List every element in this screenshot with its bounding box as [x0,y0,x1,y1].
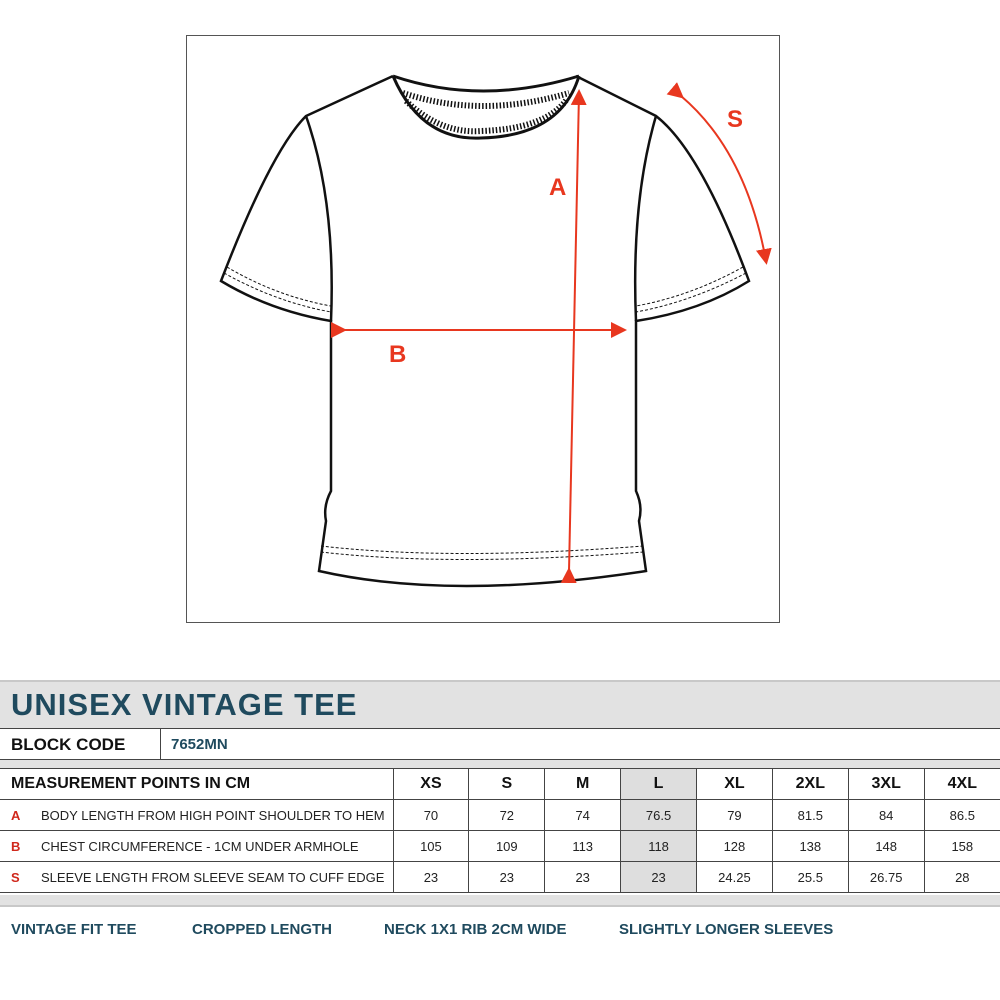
measurement-description: CHEST CIRCUMFERENCE - 1CM UNDER ARMHOLE [41,838,359,854]
measurement-value: 128 [696,830,773,862]
size-header: XL [696,768,773,800]
divider [0,760,1000,768]
table-row: A BODY LENGTH FROM HIGH POINT SHOULDER TO… [0,799,1000,831]
table-row: B CHEST CIRCUMFERENCE - 1CM UNDER ARMHOLE… [0,830,1000,862]
measurement-value: 72 [468,799,546,831]
measurement-label: B CHEST CIRCUMFERENCE - 1CM UNDER ARMHOLE [0,830,394,862]
label-s: S [727,106,744,133]
size-header: L [620,768,697,800]
measurement-value: 158 [923,830,1000,862]
measurement-value: 23 [392,861,470,893]
measurement-value: 76.5 [620,799,697,831]
measurement-value: 25.5 [771,861,849,893]
arrow-s [666,82,772,265]
block-code-label: BLOCK CODE [11,735,126,754]
measurement-label: S SLEEVE LENGTH FROM SLEEVE SEAM TO CUFF … [0,861,394,893]
feature-label: CROPPED LENGTH [192,921,333,938]
measurement-value: 26.75 [847,861,925,893]
size-header: M [544,768,622,800]
measurement-code: B [11,838,21,854]
size-header: 3XL [847,768,925,800]
size-header: S [468,768,546,800]
measurement-value: 138 [771,830,849,862]
measurement-value: 86.5 [923,799,1000,831]
table-header-label: MEASUREMENT POINTS IN CM [0,768,394,800]
size-header: XS [392,768,470,800]
measurement-value: 28 [923,861,1000,893]
measurement-description: SLEEVE LENGTH FROM SLEEVE SEAM TO CUFF E… [41,869,385,885]
measurement-value: 105 [392,830,470,862]
measurement-code: S [11,869,20,885]
divider [0,895,1000,907]
measurement-value: 23 [620,861,697,893]
size-table: MEASUREMENT POINTS IN CM XS S M L XL 2XL… [0,768,1000,893]
measurement-value: 24.25 [696,861,773,893]
size-header: 2XL [771,768,849,800]
divider [160,729,161,759]
measurement-label: A BODY LENGTH FROM HIGH POINT SHOULDER TO… [0,799,394,831]
title-band: UNISEX VINTAGE TEE [0,680,1000,728]
measurement-value: 118 [620,830,697,862]
block-code-value: 7652MN [171,736,228,753]
feature-label: VINTAGE FIT TEE [11,921,137,938]
measurement-value: 84 [847,799,925,831]
size-header: 4XL [923,768,1000,800]
measurement-value: 113 [544,830,622,862]
measurement-value: 23 [544,861,622,893]
measurement-value: 148 [847,830,925,862]
measurement-value: 23 [468,861,546,893]
measurement-code: A [11,807,21,823]
feature-label: SLIGHTLY LONGER SLEEVES [619,921,834,938]
measurement-description: BODY LENGTH FROM HIGH POINT SHOULDER TO … [41,807,385,823]
measurement-value: 109 [468,830,546,862]
label-a: A [549,174,567,201]
measurement-value: 74 [544,799,622,831]
measurement-arrows [331,82,772,584]
table-header-row: MEASUREMENT POINTS IN CM XS S M L XL 2XL… [0,768,1000,800]
product-title: UNISEX VINTAGE TEE [11,687,358,722]
measurement-value: 70 [392,799,470,831]
block-code-row: BLOCK CODE 7652MN [0,728,1000,760]
tshirt-illustration [219,74,772,588]
table-row: S SLEEVE LENGTH FROM SLEEVE SEAM TO CUFF … [0,861,1000,893]
measurement-value: 79 [696,799,773,831]
measurement-value: 81.5 [771,799,849,831]
tshirt-diagram: A B S [186,35,780,623]
label-b: B [389,341,407,368]
feature-label: NECK 1X1 RIB 2CM WIDE [384,921,567,938]
